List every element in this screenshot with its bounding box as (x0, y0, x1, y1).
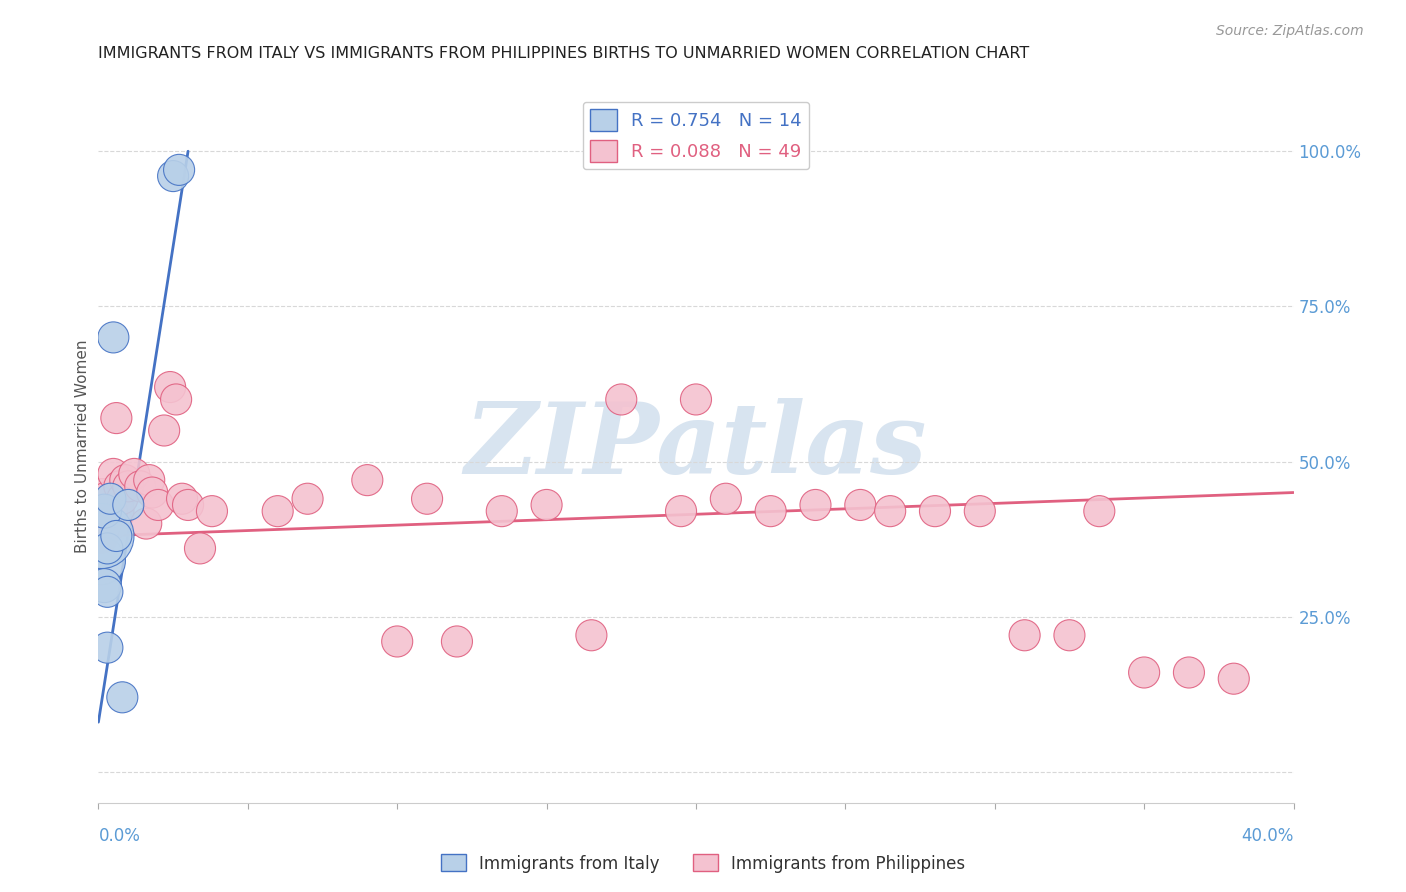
Point (148, 498, 170, 512)
Point (177, 498, 200, 512)
Point (1059, 628, 1081, 642)
Point (714, 491, 737, 506)
Point (153, 424, 176, 438)
Point (114, 473, 136, 487)
Point (135, 516, 157, 531)
Point (105, 411, 128, 425)
Text: Source: ZipAtlas.com: Source: ZipAtlas.com (1216, 24, 1364, 38)
Point (1133, 665, 1156, 680)
Point (90, 504, 112, 518)
Point (93, 504, 115, 518)
Point (581, 628, 603, 642)
Point (446, 634, 468, 648)
Point (669, 504, 692, 518)
Point (96, 584, 118, 599)
Point (201, 504, 224, 518)
Point (159, 380, 181, 394)
Point (685, 392, 707, 407)
Point (165, 392, 187, 407)
Point (90, 529, 112, 543)
Point (100, 504, 122, 518)
Point (90, 554, 112, 568)
Point (759, 504, 782, 518)
Point (849, 498, 872, 512)
Text: IMMIGRANTS FROM ITALY VS IMMIGRANTS FROM PHILIPPINES BIRTHS TO UNMARRIED WOMEN C: IMMIGRANTS FROM ITALY VS IMMIGRANTS FROM… (98, 46, 1029, 61)
Point (124, 467, 146, 481)
Point (117, 479, 139, 493)
Point (879, 504, 901, 518)
Point (111, 491, 134, 506)
Legend: Immigrants from Italy, Immigrants from Philippines: Immigrants from Italy, Immigrants from P… (434, 847, 972, 880)
Point (924, 504, 946, 518)
Point (385, 634, 409, 648)
Point (1223, 672, 1246, 686)
Point (1014, 628, 1036, 642)
Point (536, 498, 558, 512)
Point (297, 491, 319, 506)
Text: 40.0%: 40.0% (1241, 827, 1294, 845)
Point (111, 690, 134, 705)
Point (103, 467, 125, 481)
Point (141, 485, 163, 500)
Point (172, 491, 194, 506)
Point (804, 498, 827, 512)
Point (129, 479, 152, 493)
Point (969, 504, 991, 518)
Point (416, 491, 439, 506)
Point (100, 491, 122, 506)
Text: 0.0%: 0.0% (98, 827, 141, 845)
Point (96, 491, 118, 506)
Point (162, 169, 184, 183)
Legend: R = 0.754   N = 14, R = 0.088   N = 49: R = 0.754 N = 14, R = 0.088 N = 49 (582, 102, 810, 169)
Point (167, 162, 190, 177)
Point (491, 504, 513, 518)
Point (138, 473, 160, 487)
Point (90, 529, 112, 543)
Point (105, 529, 128, 543)
Point (1178, 665, 1201, 680)
Point (93, 516, 115, 531)
Y-axis label: Births to Unmarried Women: Births to Unmarried Women (75, 339, 90, 553)
Point (267, 504, 290, 518)
Point (96, 541, 118, 556)
Text: ZIPatlas: ZIPatlas (465, 398, 927, 494)
Point (93, 579, 115, 593)
Point (96, 640, 118, 655)
Point (1088, 504, 1111, 518)
Point (188, 541, 211, 556)
Point (610, 392, 633, 407)
Point (356, 473, 378, 487)
Point (117, 498, 139, 512)
Point (108, 479, 131, 493)
Point (103, 330, 125, 344)
